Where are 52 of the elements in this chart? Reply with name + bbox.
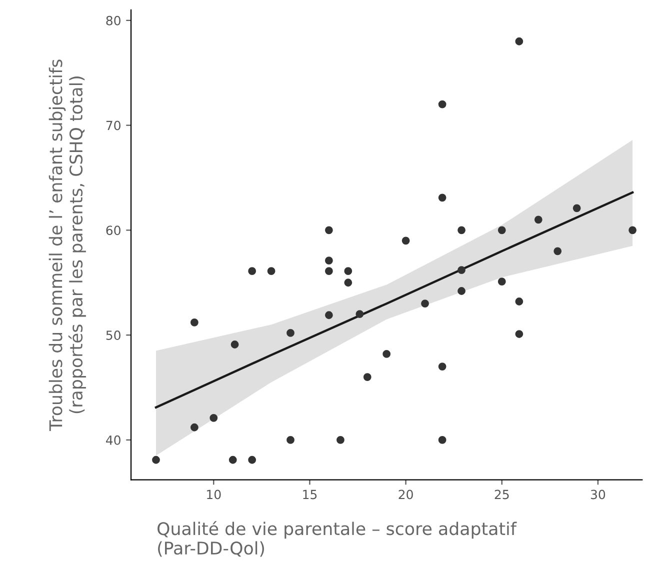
x-tick-label: 15 [303, 490, 317, 500]
y-tick-label: 60 [106, 226, 120, 236]
y-tick-label: 50 [106, 330, 120, 340]
line-series [154, 191, 634, 409]
point [458, 266, 466, 274]
point [356, 310, 364, 318]
point [458, 287, 466, 295]
point [421, 300, 429, 308]
point [248, 267, 256, 276]
point [438, 362, 446, 370]
x-tick-label: 30 [590, 490, 606, 500]
x-tick-label: 20 [398, 490, 413, 500]
point [402, 236, 410, 245]
y-axis-title: Troubles du sommeil de l’ enfant subjectifs (rapportés par les parents, CSHQ total) [48, 60, 86, 431]
point [515, 37, 524, 46]
point [286, 436, 294, 444]
y-tick-label: 70 [106, 120, 120, 130]
point [515, 330, 524, 338]
point [382, 350, 391, 358]
point [554, 247, 562, 256]
point [498, 278, 506, 286]
point [572, 204, 581, 212]
point [152, 456, 160, 464]
point [324, 256, 333, 265]
point [190, 423, 198, 432]
point [267, 267, 276, 276]
x-tick-label: 10 [207, 490, 221, 500]
point [438, 100, 446, 108]
point [190, 318, 198, 326]
point [363, 373, 372, 381]
y-tick-label: 40 [106, 435, 120, 445]
point [248, 456, 256, 464]
point [534, 216, 542, 224]
point [498, 226, 506, 234]
x-tick-label: 25 [494, 490, 509, 500]
point [438, 194, 446, 202]
point [324, 226, 333, 234]
point [628, 226, 636, 234]
point [344, 267, 352, 276]
point [230, 340, 239, 348]
point [438, 436, 446, 444]
point [210, 414, 218, 422]
point [228, 456, 237, 464]
point [324, 311, 333, 320]
point [336, 436, 344, 444]
point [344, 278, 352, 287]
point [324, 267, 333, 276]
x-axis-title: Qualité de vie parentale – score adaptatif (Par-DD-Qol) [158, 521, 517, 557]
y-tick-label: 80 [106, 16, 120, 26]
point [515, 298, 524, 306]
point [458, 226, 466, 234]
point [286, 329, 294, 337]
